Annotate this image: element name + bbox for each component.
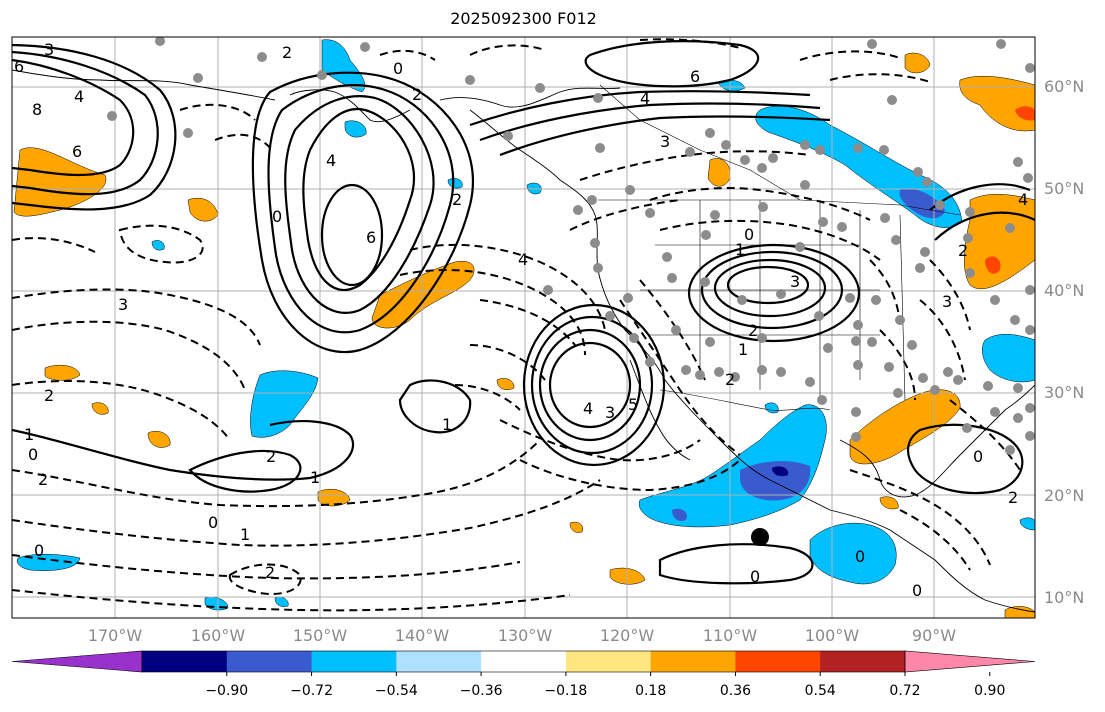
lat-label: 60°N — [1044, 77, 1085, 96]
contour-label: 3 — [118, 295, 128, 314]
contour-label: 2 — [412, 85, 422, 104]
contour-label: 2 — [1008, 488, 1018, 507]
colorbar-segment — [650, 651, 736, 672]
contour-label: 1 — [738, 340, 748, 359]
station-dots — [107, 37, 1035, 455]
very-strong-negative-anomaly-shading — [772, 466, 789, 477]
contour-label: 1 — [240, 525, 250, 544]
contour-label: 2 — [38, 470, 48, 489]
colorbar-segment — [396, 651, 482, 672]
contour-label: 3 — [942, 292, 952, 311]
colorbar-segment — [226, 651, 313, 672]
contour-label: 1 — [442, 415, 452, 434]
lat-label: 40°N — [1044, 281, 1085, 300]
contour-label: 4 — [326, 151, 336, 170]
coastlines — [12, 69, 1035, 613]
lon-label: 130°W — [497, 626, 553, 645]
colorbar-left-arrow — [11, 650, 143, 673]
contour-label: 3 — [660, 132, 670, 151]
contour-label: 0 — [744, 225, 754, 244]
contour-label: 2 — [44, 386, 54, 405]
contour-label: 1 — [310, 468, 320, 487]
contour-label: 0 — [28, 445, 38, 464]
lon-label: 170°W — [87, 626, 143, 645]
colorbar-tick-label: −0.36 — [459, 683, 503, 699]
contour-label: 0 — [393, 59, 403, 78]
colorbar-frame — [141, 650, 906, 673]
lon-label: 150°W — [292, 626, 348, 645]
lon-label: 110°W — [702, 626, 758, 645]
contour-label: 3 — [605, 403, 615, 422]
contour-label: 5 — [628, 395, 638, 414]
contour-label: 1 — [24, 425, 34, 444]
contour-label: 6 — [14, 57, 24, 76]
contour-label: 2 — [452, 190, 462, 209]
contour-label: 2 — [725, 370, 735, 389]
contour-label: 0 — [208, 513, 218, 532]
colorbar-segment — [481, 651, 567, 672]
marker-dot — [751, 528, 769, 546]
contour-label: 1 — [735, 240, 745, 259]
contour-label: 0 — [750, 567, 760, 586]
lat-label: 30°N — [1044, 383, 1085, 402]
colorbar-tick-label: 0.54 — [804, 683, 836, 699]
lat-label: 50°N — [1044, 179, 1085, 198]
colorbar-tick-label: −0.18 — [544, 683, 588, 699]
colorbar-tick-label: −0.90 — [205, 683, 249, 699]
contour-label: 4 — [1018, 190, 1028, 209]
lon-label: 90°W — [911, 626, 957, 645]
strong-positive-anomaly-shading — [985, 106, 1035, 274]
colorbar-tick-label: 0.18 — [635, 683, 667, 699]
contour-label: 4 — [518, 250, 528, 269]
dashed-contours — [12, 38, 1021, 612]
colorbar-tick-label: −0.72 — [290, 683, 333, 699]
contour-label: 2 — [958, 241, 968, 260]
colorbar-segment — [565, 651, 652, 672]
contour-label: 6 — [366, 228, 376, 247]
map-frame — [11, 36, 1036, 619]
contour-label: 4 — [583, 399, 593, 418]
contour-label: 0 — [34, 541, 44, 560]
lat-label: 20°N — [1044, 486, 1085, 505]
contour-label: 8 — [32, 100, 42, 119]
contour-label: 2 — [282, 43, 292, 62]
contour-label: 2 — [748, 321, 758, 340]
contour-label: 2 — [266, 447, 276, 466]
contour-label: 2 — [265, 563, 275, 582]
colorbar-segment — [820, 651, 906, 672]
contour-label: 6 — [690, 67, 700, 86]
colorbar-tick-label: 0.90 — [974, 683, 1006, 699]
colorbar-segment — [735, 651, 821, 672]
contour-label: 0 — [272, 207, 282, 226]
map-title: 2025092300 F012 — [450, 9, 597, 28]
colorbar-tick-label: −0.54 — [374, 683, 418, 699]
contour-label: 3 — [790, 272, 800, 291]
contour-label: 0 — [973, 447, 983, 466]
colorbar — [11, 650, 1036, 676]
contour-label: 4 — [74, 87, 84, 106]
contour-label: 6 — [72, 142, 82, 161]
lat-label: 10°N — [1044, 588, 1085, 607]
contour-label: 0 — [855, 547, 865, 566]
lon-label: 100°W — [804, 626, 860, 645]
colorbar-tick-label: 0.36 — [719, 683, 752, 699]
lon-label: 160°W — [190, 626, 246, 645]
contour-label: 3 — [44, 40, 54, 59]
contour-value-labels: 3 2 0 6 8 4 6 2 4 6 2 0 4 3 4 3 2 1 0 3 … — [14, 40, 1028, 600]
colorbar-right-arrow — [904, 650, 1036, 673]
colorbar-segment — [311, 651, 397, 672]
colorbar-tick-label: 0.72 — [889, 683, 921, 699]
lon-label: 140°W — [394, 626, 450, 645]
positive-anomaly-shading — [13, 52, 1035, 618]
colorbar-segment — [142, 651, 228, 672]
solid-contours — [12, 40, 1035, 585]
contour-label: 0 — [912, 581, 922, 600]
contour-label: 4 — [640, 89, 650, 108]
lon-label: 120°W — [599, 626, 655, 645]
